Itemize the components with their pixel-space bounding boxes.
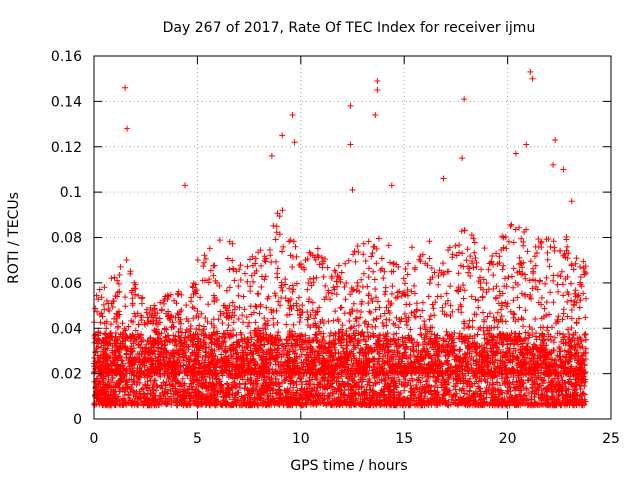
data-point <box>414 376 421 383</box>
data-point <box>370 330 377 337</box>
chart-title: Day 267 of 2017, Rate Of TEC Index for r… <box>163 20 536 36</box>
data-point <box>131 378 138 385</box>
data-point <box>109 374 116 381</box>
data-point <box>525 340 532 347</box>
data-point <box>223 380 230 387</box>
data-point <box>393 330 400 337</box>
data-point <box>446 374 453 381</box>
data-point <box>390 331 397 338</box>
data-points <box>91 68 590 409</box>
data-point <box>523 385 530 392</box>
data-point <box>152 377 159 384</box>
data-point <box>494 386 501 393</box>
data-point <box>112 394 119 401</box>
data-point <box>326 333 333 340</box>
data-point <box>559 377 566 384</box>
data-point <box>549 389 556 396</box>
data-point <box>419 374 426 381</box>
data-point <box>434 384 441 391</box>
data-point <box>382 352 389 359</box>
data-point <box>147 334 154 341</box>
x-axis-label: GPS time / hours <box>290 458 407 474</box>
grid <box>94 56 611 419</box>
y-axis-label: ROTI / TECUs <box>6 192 22 284</box>
data-point <box>480 345 487 352</box>
data-point <box>370 333 377 340</box>
data-point <box>337 390 344 397</box>
data-point <box>179 353 186 360</box>
data-point <box>431 387 438 394</box>
data-point <box>263 331 270 338</box>
data-point <box>179 375 186 382</box>
